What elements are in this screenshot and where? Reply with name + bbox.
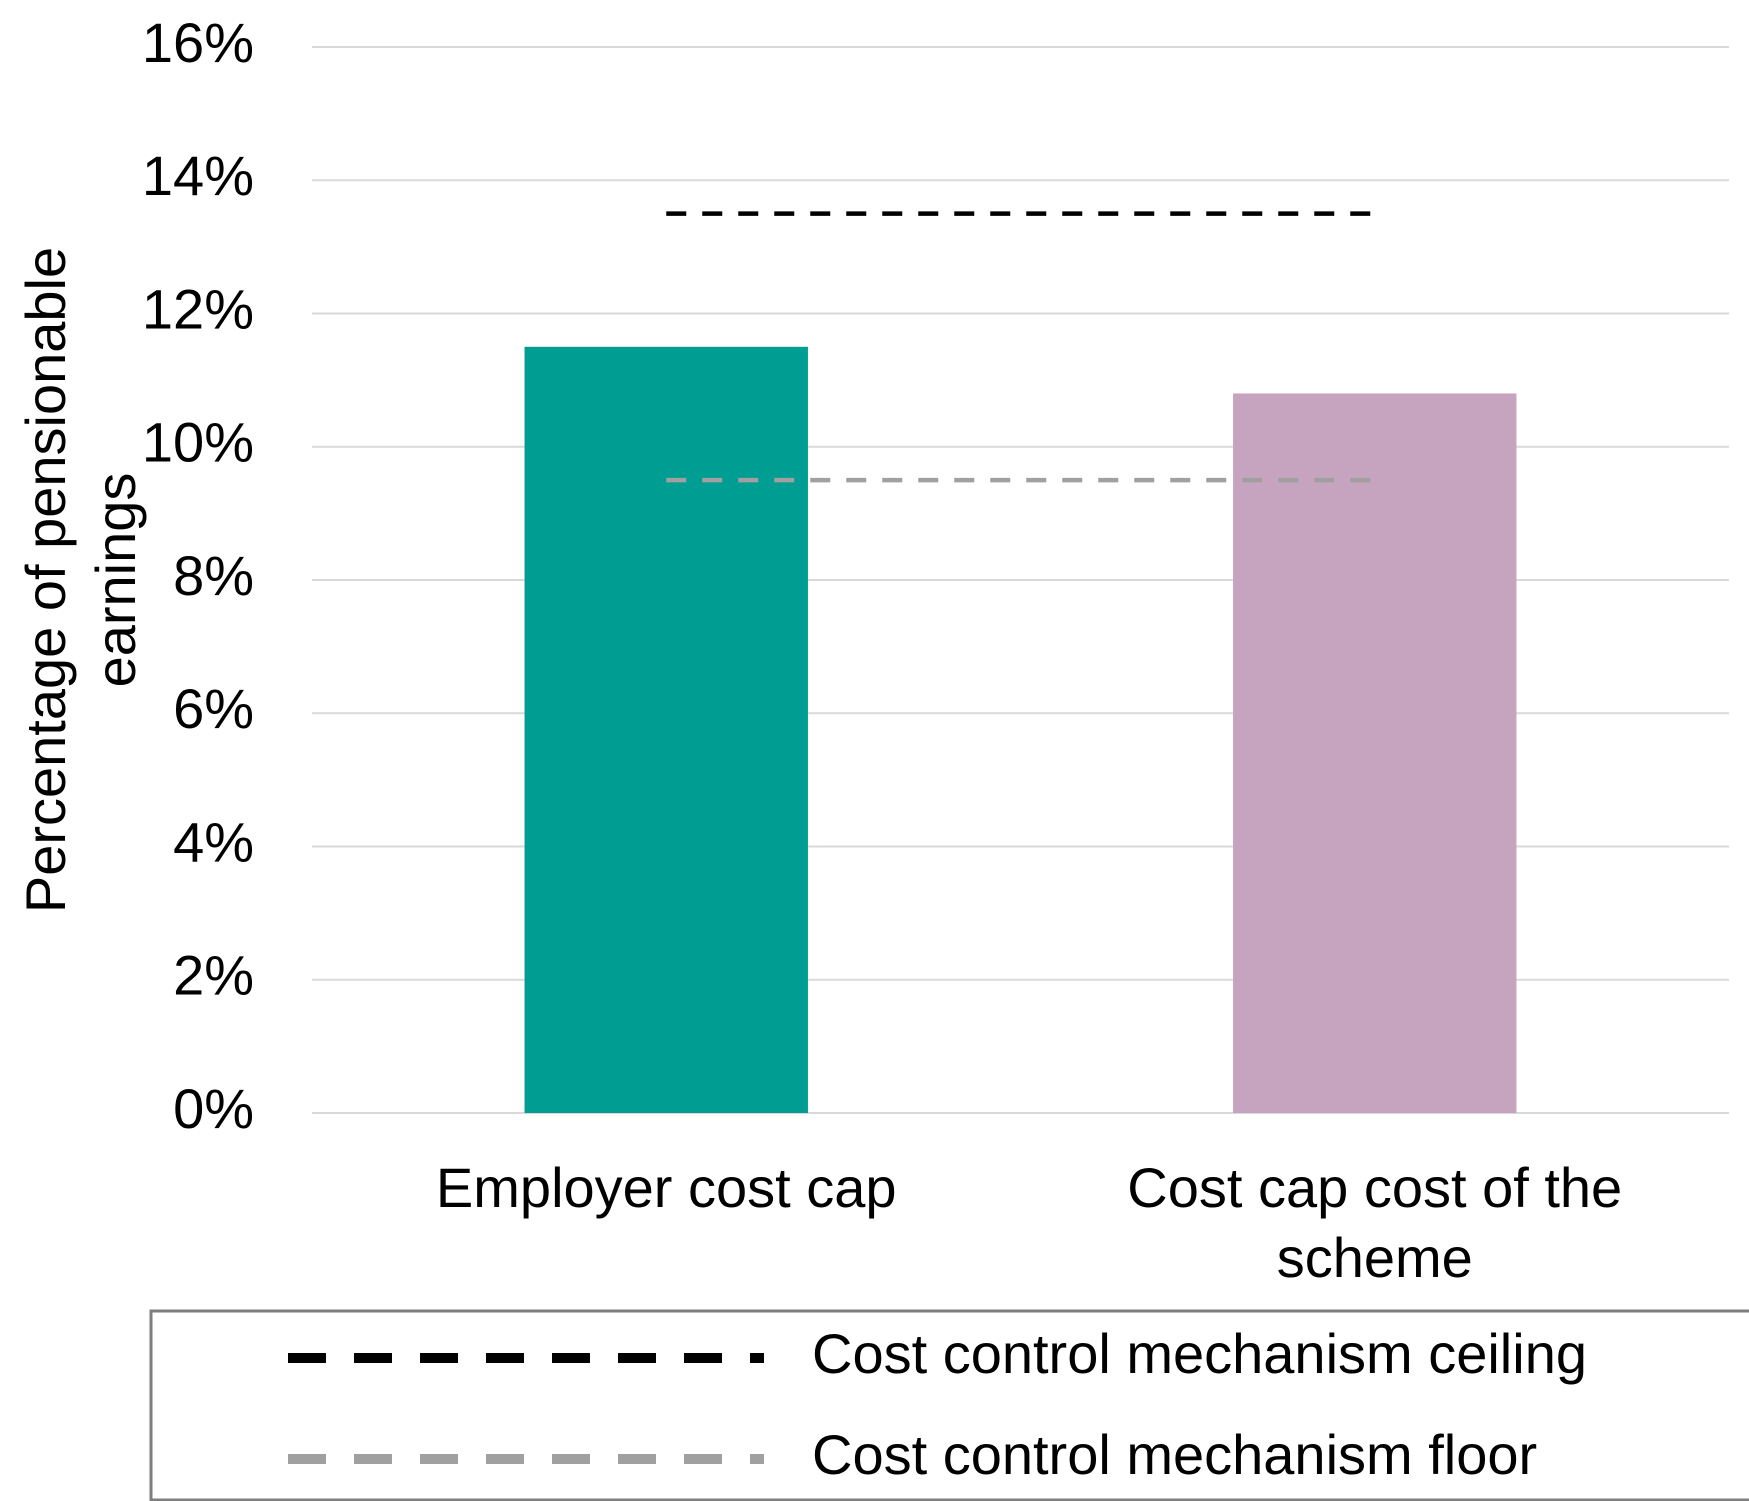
y-tick-label: 2% (173, 944, 254, 1007)
y-tick-label: 16% (142, 11, 254, 74)
y-tick-label: 8% (173, 544, 254, 607)
legend-box (149, 1309, 1749, 1501)
y-tick-label: 6% (173, 677, 254, 740)
bar (1233, 393, 1517, 1113)
x-tick-label: Cost cap cost of the scheme (1127, 1156, 1623, 1289)
y-tick-label: 12% (142, 277, 254, 340)
y-axis-title: Percentage of pensionable earnings (14, 246, 147, 914)
y-tick-label: 14% (142, 144, 254, 207)
y-tick-label: 10% (142, 411, 254, 474)
x-tick-label: Employer cost cap (435, 1156, 897, 1219)
bar (524, 346, 808, 1113)
legend-label: Cost control mechanism ceiling (812, 1322, 1587, 1385)
y-tick-label: 4% (173, 810, 254, 873)
legend-label: Cost control mechanism floor (812, 1423, 1537, 1486)
y-tick-label: 0% (173, 1077, 254, 1140)
